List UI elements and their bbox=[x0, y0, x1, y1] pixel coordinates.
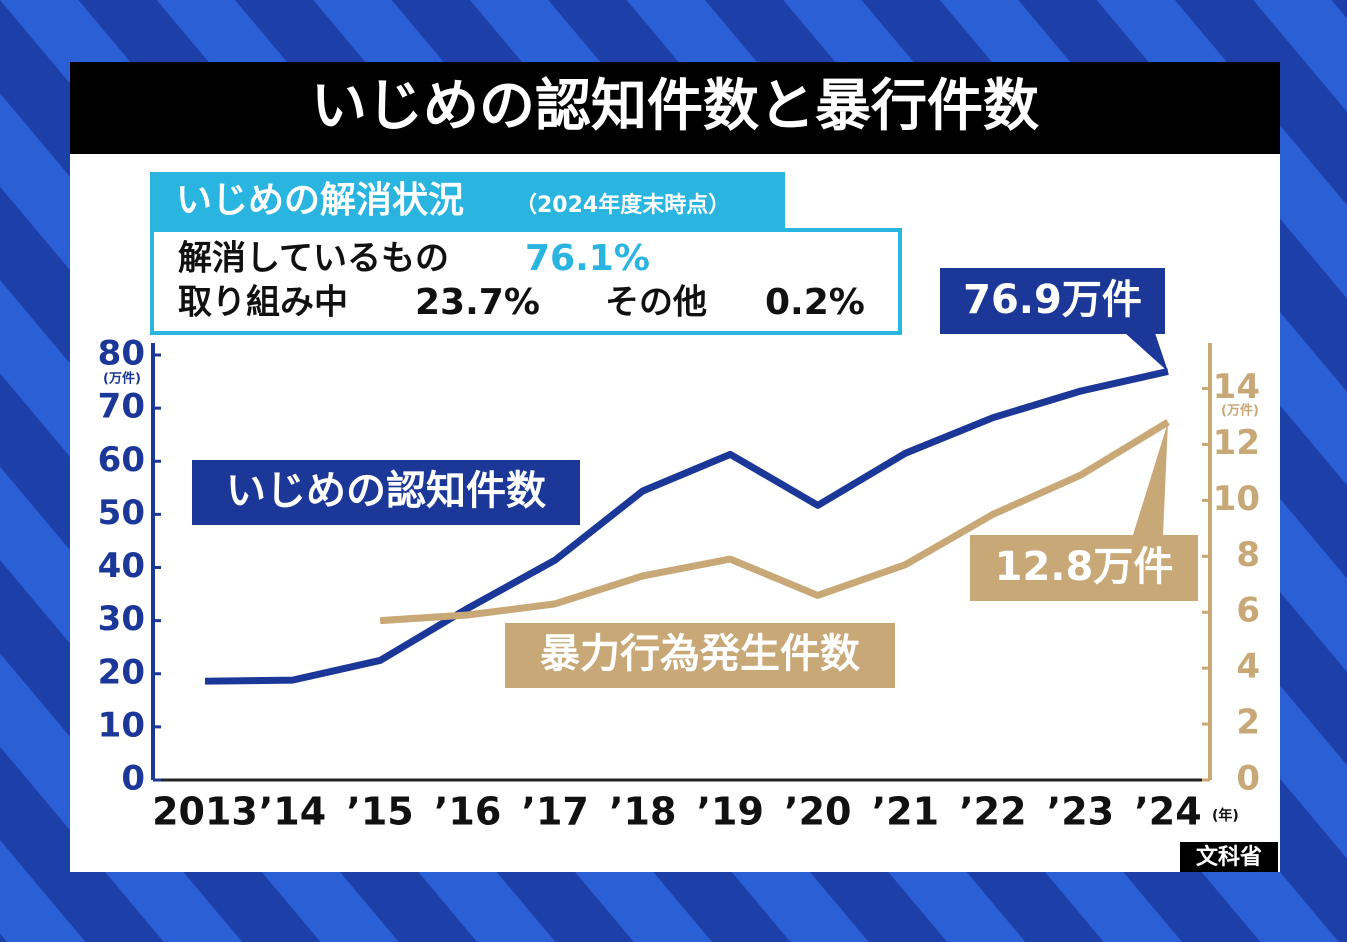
y-tick-label: 80 bbox=[98, 334, 145, 374]
legend-label: 暴力行為発生件数 bbox=[540, 631, 860, 677]
resolution-header bbox=[150, 172, 785, 230]
x-tick-label: ’21 bbox=[872, 790, 939, 834]
resolution-label: 取り組み中 bbox=[178, 283, 348, 323]
x-tick-label: ’18 bbox=[609, 790, 676, 834]
y-tick-label: 50 bbox=[98, 493, 145, 533]
chart-title: いじめの認知件数と暴行件数 bbox=[311, 74, 1039, 139]
x-tick-label: ’15 bbox=[346, 790, 413, 834]
x-tick-label: ’19 bbox=[697, 790, 764, 834]
y-unit: (万件) bbox=[103, 371, 141, 387]
y2-tick-label: 4 bbox=[1236, 647, 1260, 687]
resolution-label: その他 bbox=[605, 283, 707, 323]
y2-tick-label: 12 bbox=[1213, 423, 1260, 463]
x-tick-label: ’14 bbox=[259, 790, 326, 834]
y2-tick-label: 10 bbox=[1213, 479, 1260, 519]
resolution-note: （2024年度末時点） bbox=[515, 192, 730, 218]
value-label: 76.9万件 bbox=[963, 277, 1142, 323]
y2-tick-label: 14 bbox=[1213, 367, 1260, 407]
x-tick-label: ’24 bbox=[1134, 790, 1201, 834]
y-tick-label: 40 bbox=[98, 546, 145, 586]
resolution-value: 23.7% bbox=[415, 282, 540, 323]
x-unit: (年) bbox=[1212, 807, 1239, 824]
x-tick-label: ’16 bbox=[434, 790, 501, 834]
value-label: 12.8万件 bbox=[995, 544, 1174, 590]
y-tick-label: 70 bbox=[98, 387, 145, 427]
resolution-value: 76.1% bbox=[525, 238, 650, 279]
y2-tick-label: 6 bbox=[1236, 591, 1260, 631]
data-line bbox=[204, 368, 1169, 685]
value-label-box bbox=[970, 535, 1198, 601]
y-tick-label: 10 bbox=[98, 705, 145, 745]
y2-unit: (万件) bbox=[1221, 403, 1259, 419]
legend-box bbox=[192, 460, 580, 525]
y2-tick-label: 0 bbox=[1236, 759, 1260, 799]
y-tick-label: 0 bbox=[121, 759, 145, 799]
title-bar bbox=[70, 62, 1280, 154]
x-tick-label: ’23 bbox=[1047, 790, 1114, 834]
resolution-label: 解消しているもの bbox=[178, 239, 449, 279]
x-tick-label: ’20 bbox=[784, 790, 851, 834]
y2-tick-label: 8 bbox=[1236, 535, 1260, 575]
x-tick-label: 2013 bbox=[152, 790, 258, 834]
callout-pointer bbox=[1133, 422, 1168, 535]
source: 文科省 bbox=[1196, 844, 1262, 870]
callout-pointer bbox=[1125, 333, 1168, 372]
x-tick-label: ’22 bbox=[959, 790, 1026, 834]
resolution-title: いじめの解消状況 bbox=[176, 180, 464, 221]
x-tick-label: ’17 bbox=[522, 790, 589, 834]
source-box bbox=[1180, 842, 1278, 872]
y-tick-label: 60 bbox=[98, 440, 145, 480]
resolution-value: 0.2% bbox=[765, 282, 865, 323]
resolution-box bbox=[150, 228, 902, 335]
y2-tick-label: 2 bbox=[1236, 703, 1260, 743]
y-tick-label: 20 bbox=[98, 652, 145, 692]
legend-box bbox=[505, 623, 895, 688]
value-label-box bbox=[940, 268, 1165, 334]
y-tick-label: 30 bbox=[98, 599, 145, 639]
legend-label: いじめの認知件数 bbox=[226, 468, 546, 514]
data-line bbox=[379, 419, 1170, 625]
